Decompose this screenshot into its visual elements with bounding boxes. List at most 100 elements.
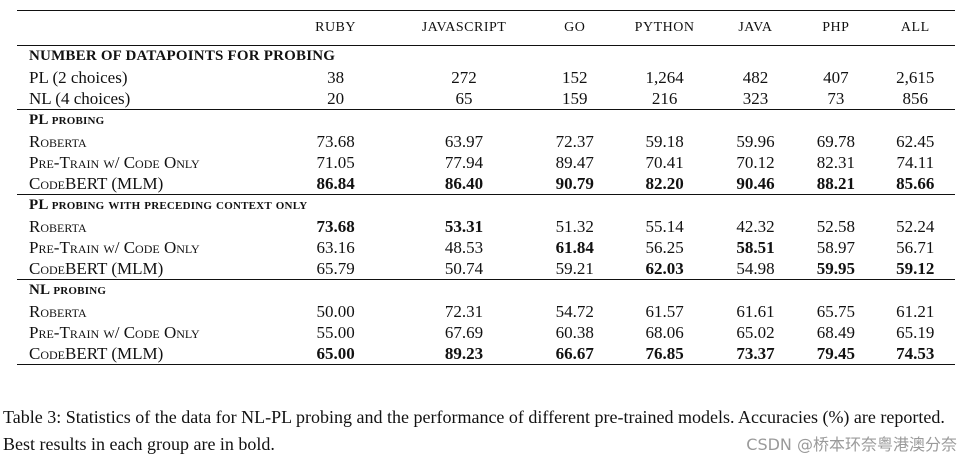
- table-cell: 66.67: [555, 344, 594, 363]
- table-cell: 76.85: [645, 344, 684, 363]
- table-cell: 89.47: [555, 153, 594, 172]
- section-header-row: Number of Datapoints for Probing: [17, 45, 955, 68]
- table-cell: 70.41: [645, 153, 684, 172]
- table-row: Pre-Train w/ Code Only 63.16 48.53 61.84 56.…: [17, 237, 955, 258]
- table-cell: 61.57: [645, 302, 684, 321]
- table-cell: 56.71: [896, 238, 935, 257]
- table-cell: 50.74: [444, 259, 484, 278]
- table-cell: 53.31: [444, 217, 484, 236]
- row-label: Pre-Train w/ Code Only: [29, 153, 200, 172]
- table-cell: 88.21: [816, 174, 855, 193]
- table-cell: 159: [562, 89, 588, 108]
- section-header-row: NL probing: [17, 279, 955, 302]
- table-row: Pre-Train w/ Code Only 71.05 77.94 89.47 70.…: [17, 152, 955, 173]
- table-row: Pre-Train w/ Code Only 55.00 67.69 60.38 68.…: [17, 322, 955, 343]
- table-cell: 54.72: [555, 302, 594, 321]
- table-row: Roberta 73.68 53.31 51.32 55.14 42.32 52.58 52.…: [17, 216, 955, 237]
- table-cell: 2,615: [896, 68, 935, 87]
- table-header-row: Ruby JavaScript Go Python Java PHP All: [17, 10, 955, 46]
- column-header-ruby: Ruby: [315, 20, 357, 35]
- table-cell: 42.32: [736, 217, 775, 236]
- table-cell: 90.79: [555, 174, 594, 193]
- table-cell: 56.25: [645, 238, 684, 257]
- row-label: Roberta: [29, 217, 87, 236]
- watermark-text: CSDN @桥本环奈粤港澳分奈: [746, 435, 957, 454]
- table-cell: 20: [327, 89, 345, 108]
- table-cell: 74.53: [896, 344, 935, 363]
- column-header-javascript: JavaScript: [421, 20, 507, 35]
- table-cell: 52.58: [816, 217, 855, 236]
- table-cell: 856: [902, 89, 929, 108]
- section-title: PL probing: [29, 112, 105, 128]
- table-cell: 55.00: [316, 323, 355, 342]
- table-cell: 62.03: [645, 259, 684, 278]
- column-header-java: Java: [738, 20, 773, 35]
- table-cell: 65.19: [896, 323, 935, 342]
- table-cell: 63.97: [444, 132, 484, 151]
- table-cell: 90.46: [736, 174, 775, 193]
- table-cell: 58.97: [816, 238, 855, 257]
- table-caption: Table 3: Statistics of the data for NL-P…: [3, 407, 945, 454]
- table-cell: 323: [742, 89, 769, 108]
- row-label: Roberta: [29, 132, 87, 151]
- table-cell: 65.00: [316, 344, 355, 363]
- row-label: PL (2 choices): [29, 68, 128, 87]
- table-cell: 152: [562, 68, 588, 87]
- table-cell: 73.68: [316, 132, 355, 151]
- probing-results-table: Ruby JavaScript Go Python Java PHP All Number …: [17, 10, 955, 365]
- table-cell: 72.37: [555, 132, 594, 151]
- table-cell: 86.40: [444, 174, 484, 193]
- table-cell: 58.51: [736, 238, 775, 257]
- table-cell: 482: [742, 68, 769, 87]
- table-cell: 89.23: [444, 344, 484, 363]
- table-cell: 67.69: [444, 323, 484, 342]
- table-cell: 65.75: [816, 302, 855, 321]
- column-header-python: Python: [634, 20, 695, 35]
- table-cell: 82.20: [645, 174, 684, 193]
- table-cell: 73: [827, 89, 845, 108]
- section-header-row: PL probing: [17, 109, 955, 132]
- column-header-php: PHP: [822, 20, 850, 35]
- table-cell: 69.78: [816, 132, 855, 151]
- table-cell: 68.49: [816, 323, 855, 342]
- table-cell: 65.79: [316, 259, 355, 278]
- table-body: Number of Datapoints for Probing PL (2 ch…: [17, 45, 955, 365]
- table-cell: 79.45: [816, 344, 855, 363]
- row-label: CodeBERT (MLM): [29, 344, 164, 363]
- table-cell: 61.61: [736, 302, 775, 321]
- table-cell: 70.12: [736, 153, 775, 172]
- table-cell: 50.00: [316, 302, 355, 321]
- table-cell: 48.53: [444, 238, 484, 257]
- section-title: Number of Datapoints for Probing: [29, 48, 336, 64]
- table-cell: 73.37: [736, 344, 775, 363]
- table-row: PL (2 choices) 38 272 152 1,264 482 407 2,615: [17, 67, 955, 88]
- table-cell: 1,264: [645, 68, 684, 87]
- table-cell: 60.38: [555, 323, 594, 342]
- table-cell: 85.66: [896, 174, 935, 193]
- table-cell: 54.98: [736, 259, 775, 278]
- table-row: Roberta 50.00 72.31 54.72 61.57 61.61 65.75 61.…: [17, 301, 955, 322]
- column-header-all: All: [900, 20, 930, 35]
- section-title: PL probing with preceding context only: [29, 197, 308, 213]
- row-label: Pre-Train w/ Code Only: [29, 238, 200, 257]
- table-cell: 86.84: [316, 174, 355, 193]
- table-cell: 272: [451, 68, 477, 87]
- header-empty-cell: [17, 11, 278, 46]
- table-cell: 55.14: [645, 217, 684, 236]
- table-cell: 65: [455, 89, 473, 108]
- section-title: NL probing: [29, 282, 107, 298]
- table-cell: 59.96: [736, 132, 775, 151]
- table-cell: 65.02: [736, 323, 775, 342]
- table-cell: 216: [651, 89, 678, 108]
- section-header-row: PL probing with preceding context only: [17, 194, 955, 217]
- table-cell: 59.21: [555, 259, 594, 278]
- table-cell: 63.16: [316, 238, 355, 257]
- table-cell: 71.05: [316, 153, 355, 172]
- table-cell: 77.94: [444, 153, 484, 172]
- table-cell: 73.68: [316, 217, 355, 236]
- column-header-go: Go: [564, 20, 586, 35]
- table-cell: 407: [823, 68, 849, 87]
- table-cell: 61.84: [555, 238, 594, 257]
- table-row: CodeBERT (MLM) 65.79 50.74 59.21 62.03 54.98 5…: [17, 258, 955, 280]
- row-label: NL (4 choices): [29, 89, 131, 108]
